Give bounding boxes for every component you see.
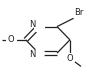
Text: N: N [30,20,36,29]
Text: Br: Br [75,8,84,17]
Text: N: N [30,50,36,59]
Text: O: O [8,35,14,44]
Text: O: O [67,54,73,63]
